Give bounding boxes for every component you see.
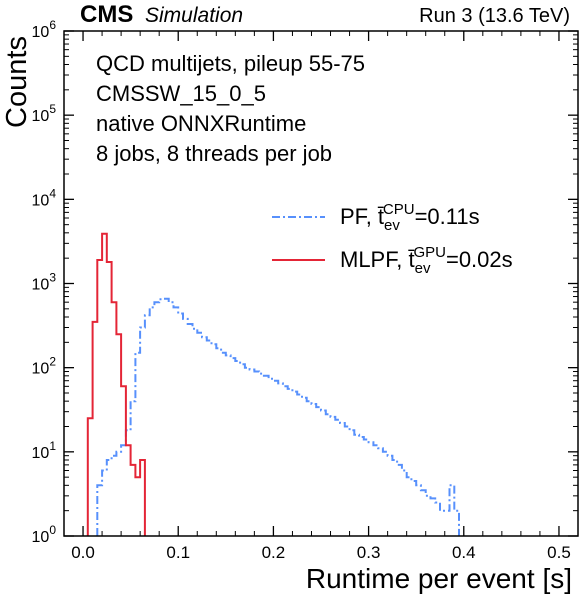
status-label: Simulation [145, 4, 243, 27]
experiment-label: CMS [80, 1, 133, 28]
legend: PF, t̄evCPU=0.11s MLPF, t̄evGPU=0.02s [272, 201, 513, 277]
x-tick-label: 0.4 [452, 543, 476, 562]
y-axis-label: Counts [1, 36, 33, 128]
x-tick-label: 0.5 [547, 543, 571, 562]
histogram-series [86, 232, 460, 536]
series-mlpf-line [86, 232, 146, 536]
y-tick-label: 100 [32, 523, 57, 546]
axes-ticks: 0.0 0.1 0.2 0.3 0.4 0.5 100 101 102 103 104 105 106 [32, 18, 579, 562]
x-tick-label: 0.1 [166, 543, 190, 562]
y-tick-label: 105 [32, 102, 57, 125]
info-line: native ONNXRuntime [96, 111, 306, 136]
x-axis-label: Runtime per event [s] [306, 563, 572, 594]
y-tick-label: 103 [32, 271, 57, 294]
legend-label-mlpf: MLPF, t̄evGPU=0.02s [340, 244, 513, 277]
legend-entry-mlpf: MLPF, t̄evGPU=0.02s [272, 244, 513, 277]
x-tick-label: 0.3 [357, 543, 381, 562]
info-line: QCD multijets, pileup 55-75 [96, 51, 365, 76]
y-tick-label: 106 [32, 18, 57, 41]
y-tick-label: 101 [32, 439, 57, 462]
run-label: Run 3 (13.6 TeV) [419, 5, 570, 27]
x-tick-label: 0.0 [71, 543, 95, 562]
info-line: 8 jobs, 8 threads per job [96, 141, 332, 166]
x-tick-label: 0.2 [262, 543, 286, 562]
y-tick-label: 102 [32, 355, 57, 378]
legend-label-pf: PF, t̄evCPU=0.11s [340, 201, 480, 234]
y-tick-label: 104 [32, 186, 57, 209]
plot-frame [63, 30, 579, 537]
legend-entry-pf: PF, t̄evCPU=0.11s [272, 201, 480, 234]
info-line: CMSSW_15_0_5 [96, 81, 266, 106]
info-text-block: QCD multijets, pileup 55-75 CMSSW_15_0_5… [96, 51, 365, 166]
series-pf-line [96, 297, 460, 536]
